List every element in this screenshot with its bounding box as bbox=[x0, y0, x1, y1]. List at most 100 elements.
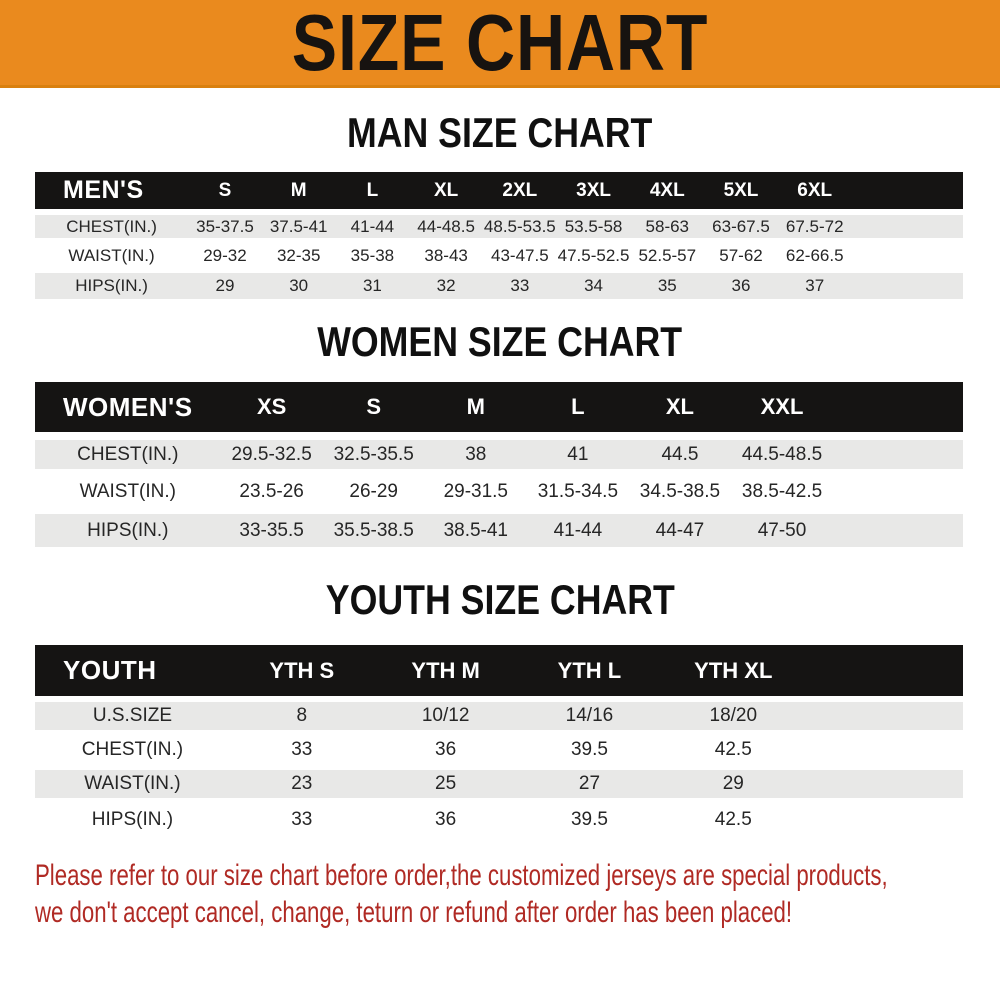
men-table-header-row: MEN'S S M L XL 2XL 3XL 4XL 5XL 6XL bbox=[35, 172, 963, 212]
men-size-table: MEN'S S M L XL 2XL 3XL 4XL 5XL 6XL CHEST(IN.) 35-37… bbox=[35, 172, 963, 299]
size-cell: 29 bbox=[188, 267, 262, 299]
size-cell: 42.5 bbox=[661, 730, 806, 767]
banner-title: SIZE CHART bbox=[291, 0, 709, 87]
header-spacer-cell bbox=[805, 645, 963, 699]
youth-table-header-row: YOUTH YTH S YTH M YTH L YTH XL bbox=[35, 645, 963, 699]
women-column-header: S bbox=[322, 382, 425, 436]
men-column-header: 6XL bbox=[777, 172, 852, 212]
youth-table-row: WAIST(IN.) 23 25 27 29 bbox=[35, 764, 963, 801]
men-section-heading: MAN SIZE CHART bbox=[0, 112, 1000, 154]
row-spacer-cell bbox=[851, 267, 963, 299]
row-label: WAIST(IN.) bbox=[35, 469, 221, 510]
size-cell: 35 bbox=[630, 267, 705, 299]
size-cell: 44-48.5 bbox=[409, 209, 483, 241]
men-column-header: L bbox=[335, 172, 410, 212]
men-table-row: WAIST(IN.) 29-32 32-35 35-38 38-43 43-47.5 47.… bbox=[35, 238, 963, 270]
size-cell: 44-47 bbox=[628, 506, 731, 547]
youth-table-row: CHEST(IN.) 33 36 39.5 42.5 bbox=[35, 730, 963, 767]
footer-note-line-2: we don't accept cancel, change, teturn o… bbox=[35, 896, 793, 929]
size-cell: 53.5-58 bbox=[556, 209, 631, 241]
row-spacer-cell bbox=[805, 798, 963, 835]
size-cell: 48.5-53.5 bbox=[482, 209, 557, 241]
men-column-header: 3XL bbox=[556, 172, 631, 212]
row-spacer-cell bbox=[833, 432, 963, 473]
youth-column-header: YTH XL bbox=[661, 645, 806, 699]
row-label: CHEST(IN.) bbox=[35, 209, 189, 241]
size-cell: 33-35.5 bbox=[220, 506, 323, 547]
footer-note: Please refer to our size chart before or… bbox=[35, 857, 1000, 931]
size-cell: 62-66.5 bbox=[777, 238, 852, 270]
header-spacer-cell bbox=[851, 172, 963, 212]
size-cell: 57-62 bbox=[704, 238, 778, 270]
size-cell: 31 bbox=[335, 267, 410, 299]
row-spacer-cell bbox=[833, 506, 963, 547]
size-cell: 38.5-41 bbox=[424, 506, 527, 547]
size-cell: 32 bbox=[409, 267, 483, 299]
row-label: CHEST(IN.) bbox=[35, 730, 230, 767]
size-cell: 10/12 bbox=[373, 696, 518, 733]
youth-table-row: U.S.SIZE 8 10/12 14/16 18/20 bbox=[35, 696, 963, 733]
size-cell: 43-47.5 bbox=[482, 238, 557, 270]
men-table-row: HIPS(IN.) 29 30 31 32 33 34 35 36 37 bbox=[35, 267, 963, 299]
youth-section-heading-text: YOUTH SIZE CHART bbox=[325, 576, 675, 623]
size-cell: 23 bbox=[229, 764, 374, 801]
sections-container: MAN SIZE CHART MEN'S S M L XL 2XL 3XL 4XL 5XL 6XL C… bbox=[0, 112, 1000, 835]
women-column-header: M bbox=[424, 382, 527, 436]
size-cell: 35.5-38.5 bbox=[322, 506, 425, 547]
women-table-header-row: WOMEN'S XS S M L XL XXL bbox=[35, 382, 963, 436]
size-cell: 29.5-32.5 bbox=[220, 432, 323, 473]
men-table-header-label: MEN'S bbox=[35, 172, 189, 212]
size-cell: 52.5-57 bbox=[630, 238, 705, 270]
size-cell: 44.5-48.5 bbox=[730, 432, 834, 473]
row-label: CHEST(IN.) bbox=[35, 432, 221, 473]
size-cell: 41 bbox=[526, 432, 629, 473]
size-cell: 26-29 bbox=[322, 469, 425, 510]
row-label: WAIST(IN.) bbox=[35, 764, 230, 801]
youth-column-header: YTH M bbox=[373, 645, 518, 699]
youth-column-header: YTH S bbox=[229, 645, 374, 699]
row-spacer-cell bbox=[805, 696, 963, 733]
banner: SIZE CHART bbox=[0, 0, 1000, 88]
size-cell: 37 bbox=[777, 267, 852, 299]
size-cell: 34.5-38.5 bbox=[628, 469, 731, 510]
size-cell: 47.5-52.5 bbox=[556, 238, 631, 270]
women-section-heading: WOMEN SIZE CHART bbox=[0, 321, 1000, 363]
size-cell: 14/16 bbox=[517, 696, 662, 733]
men-column-header: 2XL bbox=[482, 172, 557, 212]
section-men: MAN SIZE CHART MEN'S S M L XL 2XL 3XL 4XL 5XL 6XL C… bbox=[0, 112, 1000, 299]
size-cell: 32-35 bbox=[261, 238, 336, 270]
size-cell: 36 bbox=[373, 798, 518, 835]
size-cell: 23.5-26 bbox=[220, 469, 323, 510]
size-cell: 38.5-42.5 bbox=[730, 469, 834, 510]
men-table-row: CHEST(IN.) 35-37.5 37.5-41 41-44 44-48.5 48.5… bbox=[35, 209, 963, 241]
size-cell: 34 bbox=[556, 267, 631, 299]
youth-section-heading: YOUTH SIZE CHART bbox=[0, 579, 1000, 621]
size-cell: 44.5 bbox=[628, 432, 731, 473]
men-column-header: 4XL bbox=[630, 172, 705, 212]
men-column-header: M bbox=[261, 172, 336, 212]
women-table-row: HIPS(IN.) 33-35.5 35.5-38.5 38.5-41 41-44 44-… bbox=[35, 506, 963, 547]
size-cell: 39.5 bbox=[517, 730, 662, 767]
size-cell: 29-32 bbox=[188, 238, 262, 270]
row-spacer-cell bbox=[851, 209, 963, 241]
youth-size-table: YOUTH YTH S YTH M YTH L YTH XL U.S.SIZE 8 10/12… bbox=[35, 645, 963, 835]
men-column-header: XL bbox=[409, 172, 483, 212]
women-section-heading-text: WOMEN SIZE CHART bbox=[317, 318, 683, 365]
size-cell: 41-44 bbox=[335, 209, 410, 241]
women-table-row: WAIST(IN.) 23.5-26 26-29 29-31.5 31.5-34.5 34… bbox=[35, 469, 963, 510]
header-spacer-cell bbox=[833, 382, 963, 436]
size-cell: 33 bbox=[482, 267, 557, 299]
men-column-header: S bbox=[188, 172, 262, 212]
size-cell: 29 bbox=[661, 764, 806, 801]
size-cell: 63-67.5 bbox=[704, 209, 778, 241]
size-cell: 35-38 bbox=[335, 238, 410, 270]
row-spacer-cell bbox=[851, 238, 963, 270]
row-spacer-cell bbox=[805, 764, 963, 801]
size-cell: 38 bbox=[424, 432, 527, 473]
size-cell: 58-63 bbox=[630, 209, 705, 241]
section-women: WOMEN SIZE CHART WOMEN'S XS S M L XL XXL CHEST(I… bbox=[0, 321, 1000, 547]
size-cell: 41-44 bbox=[526, 506, 629, 547]
size-cell: 38-43 bbox=[409, 238, 483, 270]
men-column-header: 5XL bbox=[704, 172, 778, 212]
row-label: WAIST(IN.) bbox=[35, 238, 189, 270]
